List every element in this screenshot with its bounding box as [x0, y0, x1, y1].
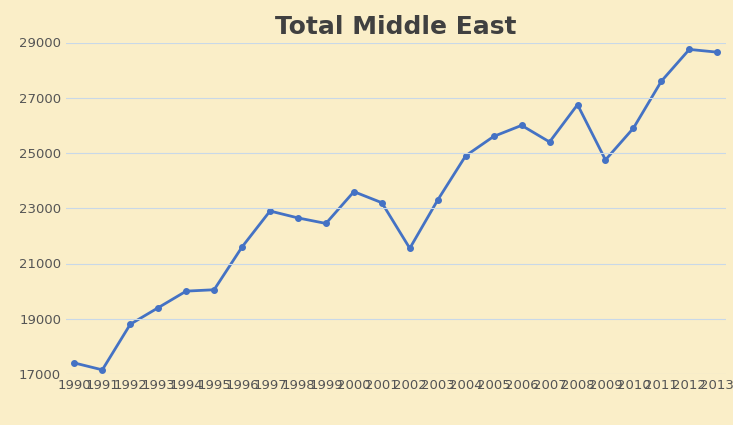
Title: Total Middle East: Total Middle East — [275, 15, 517, 39]
